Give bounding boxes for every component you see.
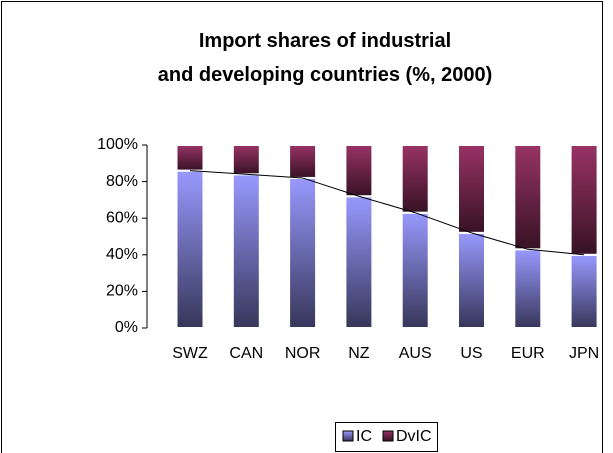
bar-segment (457, 144, 486, 234)
trend-line (189, 170, 585, 256)
x-tick-label: EUR (511, 345, 545, 362)
bar-segment (231, 144, 261, 176)
y-tick-label: 40% (106, 246, 138, 263)
legend-swatch (342, 430, 354, 442)
legend-label: DvIC (396, 428, 432, 445)
bar-segment (175, 169, 205, 329)
x-tick-label: NZ (348, 345, 370, 362)
x-tick-label: SWZ (172, 345, 208, 362)
bar-segment (569, 253, 599, 329)
bar-segment (457, 231, 486, 329)
y-tick-label: 60% (106, 209, 138, 226)
bar-segment (175, 144, 205, 172)
bar-segment (513, 144, 543, 251)
chart-title: Import shares of industrial and developin… (158, 30, 493, 86)
bar-segment (344, 144, 374, 198)
bar-segment (288, 176, 318, 329)
y-tick-label: 0% (115, 319, 138, 336)
x-tick-label: NOR (285, 345, 321, 362)
bar-segment (569, 144, 599, 256)
bar-segment (288, 144, 318, 179)
legend-swatch (382, 430, 394, 442)
legend-label: IC (356, 428, 372, 445)
x-tick-label: CAN (229, 345, 263, 362)
bar-segment (513, 248, 543, 329)
y-tick-label: 20% (106, 283, 138, 300)
bar-segment (344, 195, 374, 329)
bar-segment (400, 211, 430, 330)
x-tick-label: JPN (569, 345, 599, 362)
bar-segment (231, 173, 261, 329)
y-tick-label: 80% (106, 173, 138, 190)
x-tick-label: US (460, 345, 482, 362)
x-tick-label: AUS (399, 345, 432, 362)
bar-segment (400, 144, 430, 214)
y-tick-label: 100% (97, 136, 138, 153)
